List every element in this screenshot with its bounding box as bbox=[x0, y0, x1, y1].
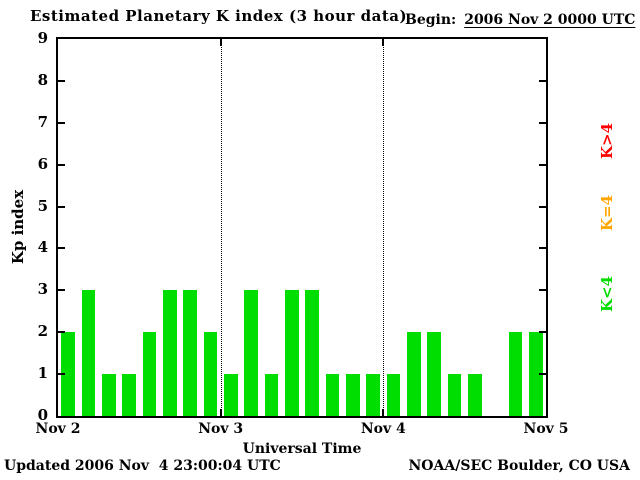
y-tick-label: 7 bbox=[37, 112, 48, 131]
begin-value: 2006 Nov 2 0000 UTC bbox=[464, 12, 636, 28]
y-axis-tick bbox=[58, 205, 65, 208]
y-tick-label: 8 bbox=[37, 70, 48, 89]
y-axis-tick bbox=[539, 247, 546, 250]
y-axis-tick bbox=[539, 163, 546, 166]
kp-bar bbox=[427, 332, 442, 416]
kp-bar bbox=[101, 374, 116, 416]
y-tick-label: 4 bbox=[37, 238, 48, 257]
kp-bar bbox=[183, 290, 198, 416]
kp-bar bbox=[244, 290, 259, 416]
x-tick-label: Nov 5 bbox=[523, 421, 569, 437]
y-axis-tick bbox=[58, 373, 65, 376]
kp-bar bbox=[528, 332, 543, 416]
kp-bar bbox=[81, 290, 96, 416]
x-axis-tick bbox=[382, 39, 385, 46]
kp-bar bbox=[284, 290, 299, 416]
y-axis-tick bbox=[539, 331, 546, 334]
x-axis-tick bbox=[219, 409, 222, 416]
kp-bar bbox=[203, 332, 218, 416]
y-axis-tick bbox=[539, 373, 546, 376]
y-axis-tick bbox=[58, 331, 65, 334]
kp-bar bbox=[467, 374, 482, 416]
y-tick-label: 5 bbox=[37, 196, 48, 215]
kp-bar bbox=[345, 374, 360, 416]
y-tick-label: 6 bbox=[37, 154, 48, 173]
y-tick-label: 9 bbox=[37, 29, 48, 47]
x-tick-label: Nov 4 bbox=[360, 421, 406, 437]
day-boundary-line bbox=[220, 39, 222, 416]
legend-item-K4: K<4 bbox=[598, 275, 616, 313]
begin-label: Begin: bbox=[405, 12, 457, 28]
x-axis-tick bbox=[382, 409, 385, 416]
y-axis-tick bbox=[58, 79, 65, 82]
kp-bar bbox=[325, 374, 340, 416]
kp-bar bbox=[305, 290, 320, 416]
day-boundary-line bbox=[383, 39, 385, 416]
chart-title: Estimated Planetary K index (3 hour data… bbox=[30, 7, 408, 25]
y-axis-tick bbox=[58, 247, 65, 250]
y-tick-label: 3 bbox=[37, 280, 48, 299]
kp-bar bbox=[406, 332, 421, 416]
kp-bar bbox=[162, 290, 177, 416]
kp-bar bbox=[447, 374, 462, 416]
y-tick-label: 1 bbox=[37, 364, 48, 383]
y-axis-tick bbox=[58, 121, 65, 124]
y-axis-tick bbox=[58, 163, 65, 166]
legend-item-K4: K>4 bbox=[598, 122, 616, 160]
x-tick-label: Nov 2 bbox=[35, 421, 81, 437]
kp-bar bbox=[386, 374, 401, 416]
legend-item-K4: K=4 bbox=[598, 194, 616, 232]
plot-area bbox=[56, 37, 548, 418]
x-axis-tick bbox=[219, 39, 222, 46]
kp-bar bbox=[366, 374, 381, 416]
y-axis-tick bbox=[58, 289, 65, 292]
y-axis-tick bbox=[539, 289, 546, 292]
kp-bar bbox=[122, 374, 137, 416]
begin-timestamp: Begin: 2006 Nov 2 0000 UTC bbox=[405, 12, 635, 28]
y-axis-tick bbox=[539, 205, 546, 208]
y-axis-tick bbox=[539, 121, 546, 124]
kp-bar bbox=[264, 374, 279, 416]
updated-timestamp: Updated 2006 Nov 4 23:00:04 UTC bbox=[4, 458, 281, 474]
kp-bar bbox=[61, 332, 76, 416]
kp-bar bbox=[142, 332, 157, 416]
y-tick-label: 0 bbox=[37, 406, 48, 424]
y-axis-tick bbox=[539, 79, 546, 82]
y-tick-label: 2 bbox=[37, 322, 48, 341]
y-axis-title: Kp index bbox=[9, 189, 27, 265]
kp-bar bbox=[223, 374, 238, 416]
x-axis-title: Universal Time bbox=[242, 441, 362, 457]
kp-bar bbox=[508, 332, 523, 416]
x-tick-label: Nov 3 bbox=[198, 421, 244, 437]
credit-text: NOAA/SEC Boulder, CO USA bbox=[408, 458, 631, 474]
